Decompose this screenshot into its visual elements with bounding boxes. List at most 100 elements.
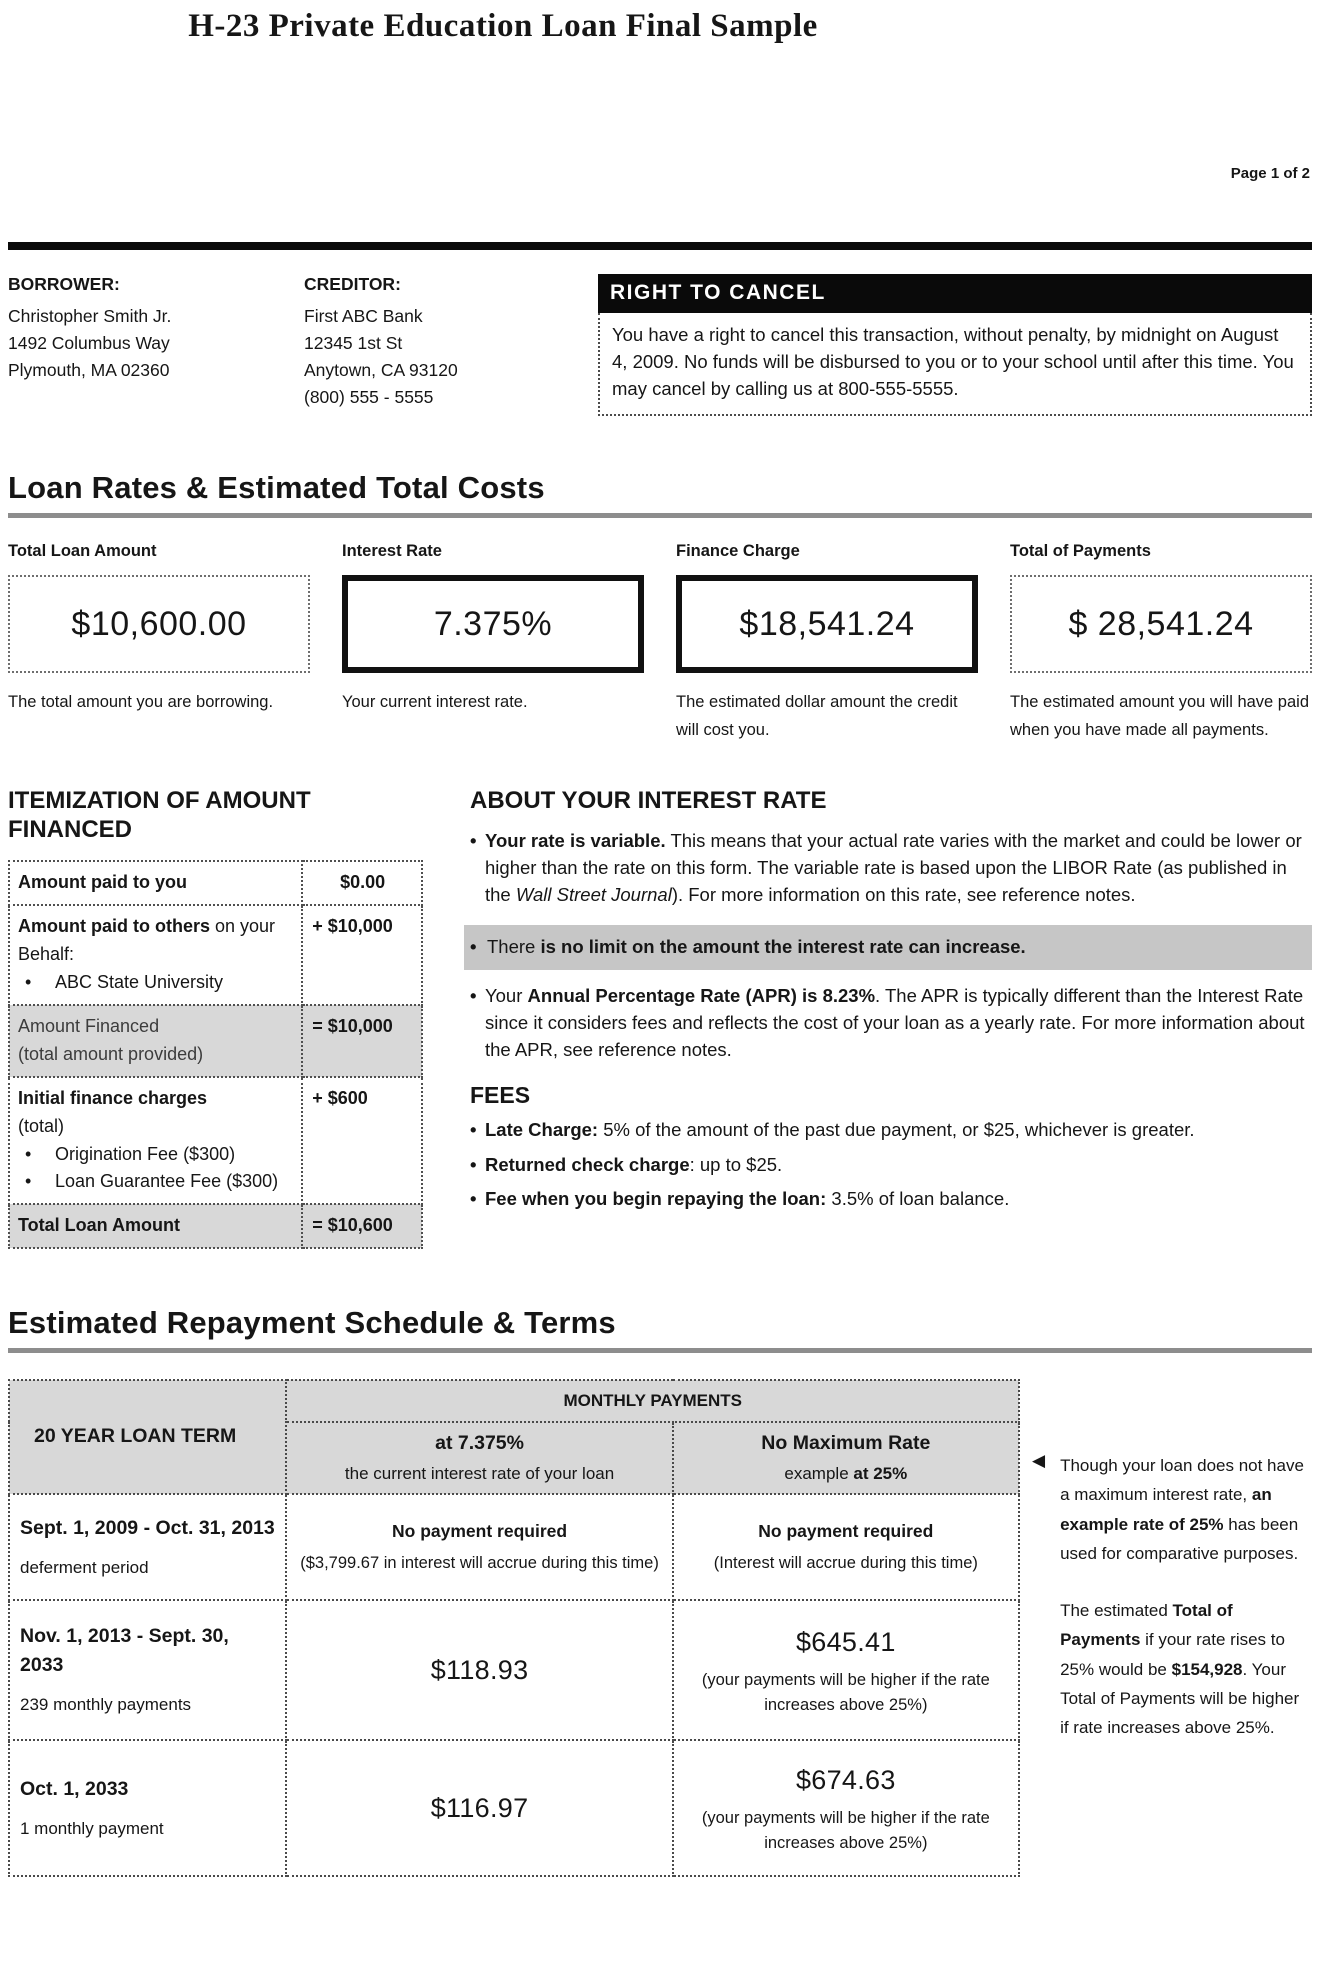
- max-rate-column-subheader: example at 25%: [784, 1464, 908, 1484]
- wall-street-journal-italic: Wall Street Journal: [515, 883, 672, 905]
- repayment-divider: [8, 1348, 1312, 1354]
- initial-finance-charges-label: Initial finance charges: [18, 1087, 208, 1108]
- amount-financed-value: = $10,000: [301, 1003, 423, 1078]
- loan-rates-heading: Loan Rates & Estimated Total Costs: [8, 470, 545, 506]
- deferment-current-payment: No payment required: [392, 1521, 568, 1542]
- middle-section: ITEMIZATION OF AMOUNT FINANCED Amount pa…: [7, 786, 1312, 1250]
- creditor-street: 12345 1st St: [304, 333, 403, 354]
- table-row: Amount paid to others on your Behalf: AB…: [7, 904, 423, 1006]
- amount-paid-to-you-label: Amount paid to you: [18, 872, 187, 893]
- right-to-cancel-title: RIGHT TO CANCEL: [598, 274, 1312, 313]
- creditor-city: Anytown, CA 93120: [304, 360, 458, 381]
- finance-charge-label: Finance Charge: [676, 542, 800, 561]
- borrower-name: Christopher Smith Jr.: [8, 306, 172, 326]
- current-rate-column-subheader: the current interest rate of your loan: [344, 1464, 615, 1484]
- borrower-street: 1492 Columbus Way: [8, 333, 170, 354]
- current-rate-column-header: at 7.375%: [435, 1432, 524, 1455]
- itemization-heading-line2: FINANCED: [8, 816, 132, 844]
- table-row: Nov. 1, 2013 - Sept. 30, 2033 239 monthl…: [7, 1598, 1021, 1741]
- amount-financed-label: Amount Financed: [18, 1015, 160, 1036]
- about-interest-rate-heading: ABOUT YOUR INTEREST RATE: [470, 786, 827, 814]
- amount-financed-sublabel: (total amount provided): [18, 1043, 204, 1064]
- left-arrow-icon: ◀: [1032, 1451, 1046, 1471]
- origination-fee-bullet: Origination Fee ($300): [18, 1141, 293, 1169]
- total-of-payments-column: Total of Payments $ 28,541.24 The estima…: [1010, 542, 1312, 743]
- total-loan-amount-caption: The total amount you are borrowing.: [8, 693, 274, 712]
- parties-section: BORROWER: Christopher Smith Jr. 1492 Col…: [8, 274, 1312, 417]
- table-row: 20 YEAR LOAN TERM MONTHLY PAYMENTS: [7, 1379, 1020, 1495]
- max-rate-column-header: No Maximum Rate: [761, 1432, 931, 1455]
- final-max-note: (your payments will be higher if the rat…: [701, 1809, 990, 1853]
- repay-period-desc: 239 monthly payments: [20, 1695, 192, 1715]
- itemization-section: ITEMIZATION OF AMOUNT FINANCED Amount pa…: [7, 786, 428, 1250]
- right-to-cancel-box: RIGHT TO CANCEL You have a right to canc…: [598, 274, 1312, 417]
- borrower-city: Plymouth, MA 02360: [8, 360, 170, 381]
- amount-paid-to-others-label: Amount paid to others on your Behalf:: [18, 916, 276, 965]
- table-row: Total Loan Amount = $10,600: [7, 1203, 423, 1250]
- final-period-desc: 1 monthly payment: [20, 1818, 164, 1838]
- itemization-total-label: Total Loan Amount: [18, 1215, 180, 1236]
- table-row: Sept. 1, 2009 - Oct. 31, 2013 deferment …: [7, 1492, 1021, 1601]
- right-to-cancel-body: You have a right to cancel this transact…: [598, 313, 1312, 417]
- deferment-current-note: ($3,799.67 in interest will accrue durin…: [300, 1553, 659, 1572]
- repayment-table: 20 YEAR LOAN TERM MONTHLY PAYMENTS at 7.…: [7, 1379, 1021, 1877]
- total-of-payments-value-box: $ 28,541.24: [1010, 575, 1312, 674]
- repayment-heading: Estimated Repayment Schedule & Terms: [8, 1305, 616, 1341]
- deferment-period-dates: Sept. 1, 2009 - Oct. 31, 2013: [20, 1516, 275, 1539]
- side-note-paragraph-2: The estimated Total of Payments if your …: [1060, 1601, 1300, 1738]
- deferment-max-note: (Interest will accrue during this time): [713, 1553, 978, 1572]
- finance-charge-caption: The estimated dollar amount the credit w…: [676, 693, 958, 739]
- page-number-label: Page 1 of 2: [1230, 165, 1310, 182]
- apr-bullet: Your Annual Percentage Rate (APR) is 8.2…: [470, 983, 1312, 1063]
- table-row: Amount paid to you $0.00: [7, 860, 423, 907]
- total-of-payments-label: Total of Payments: [1010, 542, 1151, 561]
- interest-rate-label: Interest Rate: [342, 542, 442, 561]
- initial-finance-charges-sublabel: (total): [18, 1115, 65, 1136]
- repayment-section: 20 YEAR LOAN TERM MONTHLY PAYMENTS at 7.…: [7, 1379, 1312, 1877]
- loan-rates-boxes: Total Loan Amount $10,600.00 The total a…: [8, 542, 1312, 743]
- document-title: H-23 Private Education Loan Final Sample: [188, 8, 818, 44]
- borrower-block: BORROWER: Christopher Smith Jr. 1492 Col…: [8, 274, 246, 384]
- finance-charge-column: Finance Charge $18,541.24 The estimated …: [676, 542, 978, 743]
- returned-check-bullet: Returned check charge: up to $25.: [470, 1152, 1312, 1179]
- borrower-label: BORROWER:: [8, 274, 120, 294]
- repaying-fee-bullet: Fee when you begin repaying the loan: 3.…: [470, 1186, 1312, 1213]
- table-row: Amount Financed (total amount provided) …: [7, 1003, 423, 1078]
- creditor-name: First ABC Bank: [304, 306, 423, 326]
- side-note-text: Though your loan does not have a maximum…: [1060, 1451, 1312, 1742]
- deferment-max-payment: No payment required: [758, 1521, 934, 1542]
- table-row: Initial finance charges (total) Originat…: [7, 1075, 423, 1206]
- top-divider-rule: [8, 242, 1312, 250]
- monthly-payments-header: MONTHLY PAYMENTS: [285, 1379, 1020, 1424]
- final-current-amount: $116.97: [430, 1792, 529, 1823]
- late-charge-bullet: Late Charge: 5% of the amount of the pas…: [470, 1117, 1312, 1144]
- no-limit-highlight-bullet: There is no limit on the amount the inte…: [464, 924, 1312, 971]
- repay-period-dates: Nov. 1, 2013 - Sept. 30, 2033: [20, 1624, 229, 1677]
- itemization-heading-line1: ITEMIZATION OF AMOUNT: [8, 786, 311, 814]
- interest-rate-value-box: 7.375%: [342, 575, 644, 674]
- amount-paid-to-you-value: $0.00: [301, 860, 423, 907]
- itemization-table: Amount paid to you $0.00 Amount paid to …: [7, 860, 423, 1250]
- total-loan-amount-column: Total Loan Amount $10,600.00 The total a…: [8, 542, 310, 743]
- itemization-total-value: = $10,600: [301, 1203, 423, 1250]
- finance-charge-value-box: $18,541.24: [676, 575, 978, 674]
- max-rate-side-note: ◀ Though your loan does not have a maxim…: [1032, 1379, 1312, 1742]
- repay-max-note: (your payments will be higher if the rat…: [701, 1671, 990, 1715]
- interest-rate-column: Interest Rate 7.375% Your current intere…: [342, 542, 644, 743]
- itemization-heading: ITEMIZATION OF AMOUNT FINANCED: [8, 786, 428, 845]
- fees-heading: FEES: [470, 1081, 531, 1108]
- table-row: at 7.375% the current interest rate of y…: [9, 1421, 1021, 1495]
- deferment-period-desc: deferment period: [20, 1557, 149, 1577]
- final-period-date: Oct. 1, 2033: [20, 1777, 129, 1800]
- total-loan-amount-value-box: $10,600.00: [8, 575, 310, 674]
- creditor-label: CREDITOR:: [304, 274, 401, 294]
- paid-to-others-bullet: ABC State University: [18, 969, 293, 997]
- about-interest-rate-section: ABOUT YOUR INTEREST RATE Your rate is va…: [464, 786, 1312, 1249]
- repay-current-amount: $118.93: [430, 1654, 529, 1685]
- interest-rate-caption: Your current interest rate.: [342, 693, 528, 712]
- creditor-phone: (800) 555 - 5555: [304, 387, 434, 408]
- final-max-amount: $674.63: [795, 1764, 896, 1795]
- guarantee-fee-bullet: Loan Guarantee Fee ($300): [18, 1168, 293, 1196]
- loan-rates-divider: [8, 513, 1312, 519]
